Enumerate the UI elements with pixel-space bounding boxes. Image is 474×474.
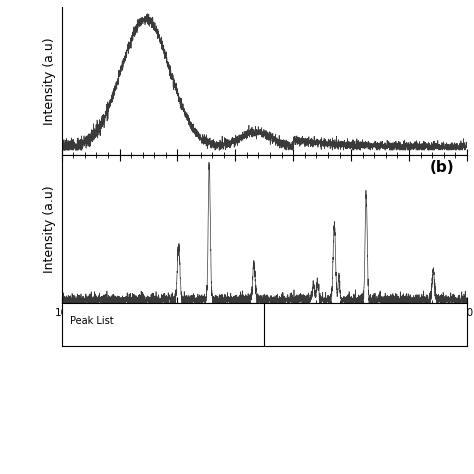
X-axis label: 2 theta [degree]: 2 theta [degree] xyxy=(213,324,316,337)
Y-axis label: Intensity (a.u): Intensity (a.u) xyxy=(43,37,56,125)
Text: Peak List: Peak List xyxy=(70,316,113,326)
Y-axis label: Intensity (a.u): Intensity (a.u) xyxy=(43,185,56,273)
Text: (b): (b) xyxy=(430,160,455,175)
